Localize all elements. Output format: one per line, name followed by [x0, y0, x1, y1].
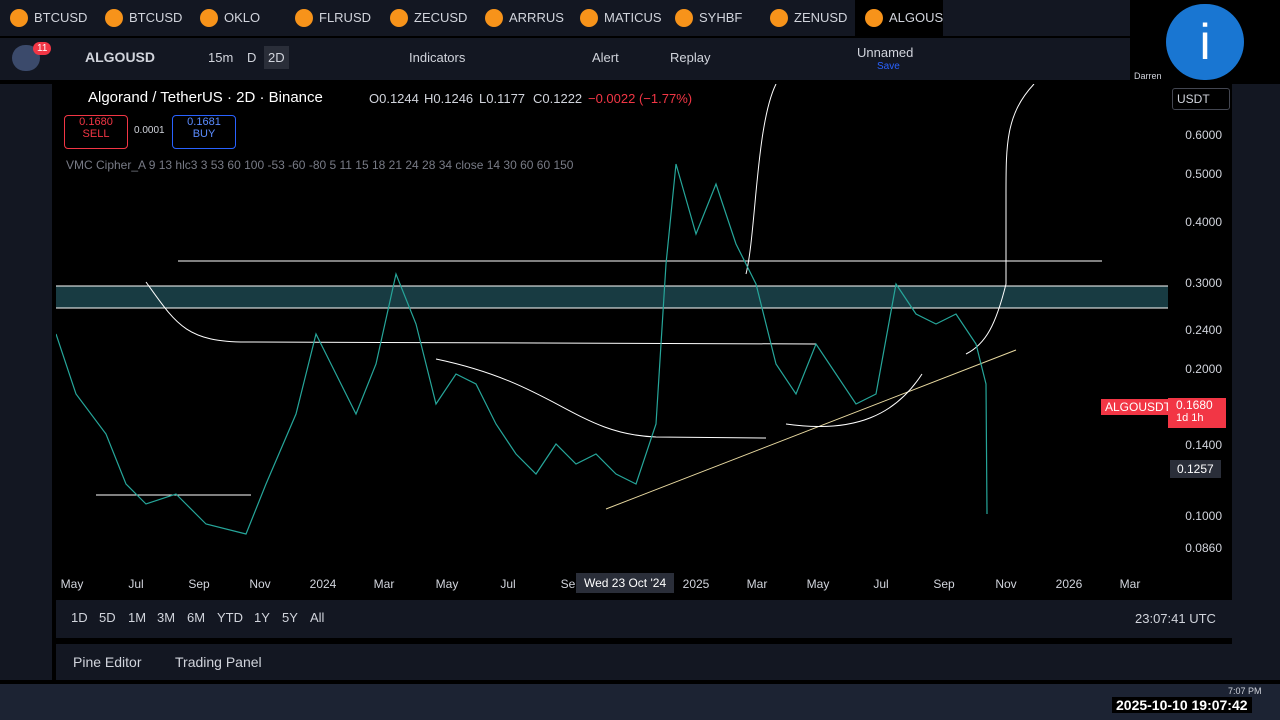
- sell-button[interactable]: 0.1680 SELL: [64, 115, 128, 149]
- right-toolbar: [1232, 84, 1280, 680]
- interval[interactable]: 2D: [264, 46, 289, 69]
- user-name: Darren: [1134, 71, 1162, 81]
- price-label: 0.5000: [1185, 167, 1222, 181]
- left-toolbar: [0, 84, 52, 680]
- price-label: 0.3000: [1185, 276, 1222, 290]
- currency-select[interactable]: USDT: [1172, 88, 1230, 110]
- time-label: Mar: [373, 577, 395, 591]
- range-button[interactable]: 6M: [187, 610, 206, 625]
- pine-editor-tab[interactable]: Pine Editor: [73, 654, 142, 670]
- range-button[interactable]: 1M: [128, 610, 147, 625]
- alert-button[interactable]: Alert: [592, 50, 619, 65]
- countdown: 1d 1h: [1176, 412, 1204, 424]
- taskbar-datetime: 2025-10-10 19:07:42: [1112, 697, 1252, 713]
- crosshair-price: 0.1257: [1170, 460, 1221, 478]
- bottom-panel: [56, 644, 1232, 680]
- range-button[interactable]: 3M: [157, 610, 176, 625]
- tab[interactable]: ALGOUS: [855, 0, 944, 36]
- taskbar: [0, 684, 1280, 720]
- price-label: 0.4000: [1185, 215, 1222, 229]
- sell-price: 0.1680: [79, 116, 113, 128]
- legend-high: H0.1246: [424, 91, 474, 106]
- range-button[interactable]: 5Y: [282, 610, 298, 625]
- tab[interactable]: MATICUS: [570, 0, 662, 36]
- time-label: Se: [560, 577, 576, 591]
- time-label: Mar: [1119, 577, 1141, 591]
- range-button[interactable]: All: [310, 610, 325, 625]
- symbol-search[interactable]: ALGOUSD: [85, 49, 155, 65]
- range-button[interactable]: 5D: [99, 610, 116, 625]
- symbol-tag: ALGOUSDT: [1101, 399, 1176, 415]
- tab[interactable]: FLRUSD: [285, 0, 371, 36]
- tab[interactable]: BTCUSD: [95, 0, 182, 36]
- interval[interactable]: 15m: [208, 50, 234, 65]
- tab[interactable]: BTCUSD: [0, 0, 87, 36]
- notification-badge: 11: [33, 42, 52, 55]
- time-label: May: [806, 577, 830, 591]
- replay-button[interactable]: Replay: [670, 50, 711, 65]
- buy-label: BUY: [192, 128, 216, 140]
- price-label: 0.1400: [1185, 438, 1222, 452]
- time-label: Sep: [933, 577, 955, 591]
- buy-button[interactable]: 0.1681 BUY: [172, 115, 236, 149]
- time-label: Jul: [128, 577, 144, 591]
- indicator-legend: VMC Cipher_A 9 13 hlc3 3 53 60 100 -53 -…: [66, 158, 574, 172]
- legend-change: −0.0022 (−1.77%): [588, 91, 693, 106]
- range-button[interactable]: 1Y: [254, 610, 270, 625]
- range-button[interactable]: 1D: [71, 610, 88, 625]
- time-label: Nov: [249, 577, 271, 591]
- time-label: 2024: [309, 577, 337, 591]
- range-button[interactable]: YTD: [217, 610, 243, 625]
- info-icon[interactable]: i: [1166, 4, 1244, 80]
- time-label: Jul: [500, 577, 516, 591]
- buy-price: 0.1681: [187, 116, 221, 128]
- tab[interactable]: SYHBF: [665, 0, 742, 36]
- time-label: Sep: [188, 577, 210, 591]
- time-label: May: [435, 577, 459, 591]
- tab[interactable]: OKLO: [190, 0, 260, 36]
- legend-low: L0.1177: [479, 91, 526, 106]
- last-price: 0.1680: [1176, 398, 1213, 412]
- time-label: Mar: [746, 577, 768, 591]
- legend-close: C0.1222: [533, 91, 583, 106]
- legend-title: Algorand / TetherUS · 2D · Binance: [88, 89, 323, 106]
- price-label: 0.2000: [1185, 362, 1222, 376]
- legend-open: O0.1244: [369, 91, 419, 106]
- clock: 23:07:41 UTC: [1135, 611, 1216, 626]
- taskbar-time: 7:07 PM: [1228, 686, 1262, 696]
- tab[interactable]: ARRRUS: [475, 0, 564, 36]
- time-label: 2025: [682, 577, 710, 591]
- layout-name[interactable]: Unnamed: [857, 45, 914, 60]
- save-label[interactable]: Save: [877, 61, 900, 72]
- top-toolbar: [0, 38, 1130, 80]
- price-label: 0.0860: [1185, 541, 1222, 555]
- chart-area: [56, 84, 1168, 570]
- time-label: Jul: [873, 577, 889, 591]
- time-label: 2026: [1055, 577, 1083, 591]
- chart-drawing: [56, 84, 1168, 535]
- indicators-button[interactable]: Indicators: [409, 50, 466, 65]
- price-label: 0.1000: [1185, 509, 1222, 523]
- price-label: 0.6000: [1185, 128, 1222, 142]
- tab[interactable]: ZENUSD: [760, 0, 847, 36]
- sell-label: SELL: [82, 128, 110, 140]
- time-label: May: [60, 577, 84, 591]
- trading-panel-tab[interactable]: Trading Panel: [175, 654, 262, 670]
- price-label: 0.2400: [1185, 323, 1222, 337]
- last-price-tag: 0.1680 1d 1h: [1168, 398, 1226, 428]
- tab[interactable]: ZECUSD: [380, 0, 467, 36]
- range-bar: [56, 600, 1232, 638]
- crosshair-date: Wed 23 Oct '24: [576, 573, 675, 593]
- time-label: Nov: [995, 577, 1017, 591]
- interval[interactable]: D: [247, 50, 257, 65]
- spread: 0.0001: [134, 125, 165, 136]
